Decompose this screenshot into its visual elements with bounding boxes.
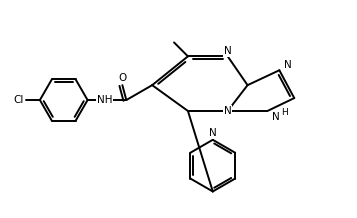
Text: N: N bbox=[224, 46, 232, 56]
Text: O: O bbox=[118, 73, 126, 83]
Text: N: N bbox=[224, 106, 232, 116]
Text: NH: NH bbox=[97, 95, 112, 105]
Text: N: N bbox=[209, 128, 217, 138]
Text: Cl: Cl bbox=[14, 95, 24, 105]
Text: N: N bbox=[284, 60, 292, 70]
Text: N: N bbox=[272, 112, 280, 122]
Text: H: H bbox=[281, 109, 288, 118]
